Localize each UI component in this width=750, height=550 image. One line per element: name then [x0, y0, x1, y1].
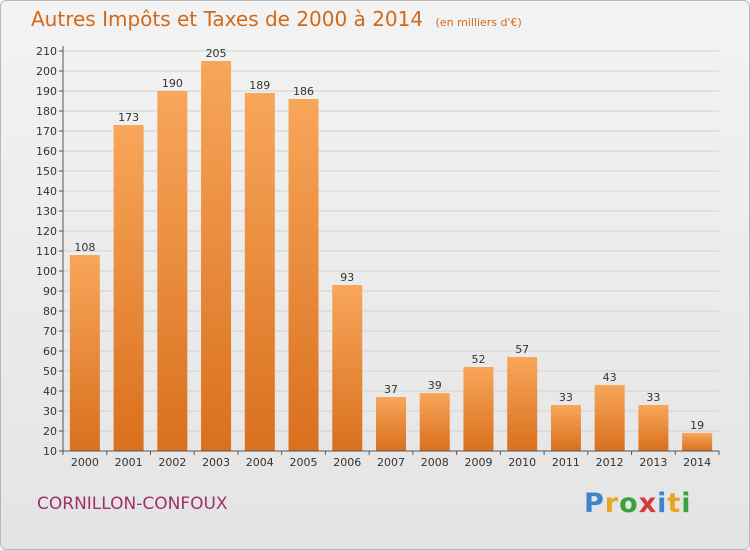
bar-2004: [244, 93, 275, 451]
y-tick-label: 200: [36, 65, 57, 78]
x-axis-ticks: 2000 2001 2002 2003 2004 2005 2006 2007 2008 2009…: [62, 451, 720, 469]
y-tick-label: 180: [36, 105, 57, 118]
y-tick-label: 190: [36, 85, 57, 98]
value-label-2014: 19: [690, 419, 704, 432]
y-tick-label: 10: [43, 445, 57, 458]
value-label-2009: 52: [471, 353, 485, 366]
x-tick-label-2008: 2008: [421, 456, 449, 469]
x-tick-label-2004: 2004: [246, 456, 274, 469]
x-tick-label-2006: 2006: [333, 456, 361, 469]
value-label-2003: 205: [206, 47, 227, 60]
value-label-2004: 189: [249, 79, 270, 92]
y-tick-label: 160: [36, 145, 57, 158]
y-tick-label: 170: [36, 125, 57, 138]
value-label-2010: 57: [515, 343, 529, 356]
bar-2001: [113, 125, 144, 451]
y-tick-label: 20: [43, 425, 57, 438]
logo-letter: t: [667, 488, 682, 519]
logo-letter: x: [638, 488, 658, 519]
logo-letter: i: [657, 488, 668, 519]
logo-letter: i: [681, 488, 692, 519]
bar-2009: [463, 367, 494, 451]
value-label-2012: 43: [603, 371, 617, 384]
y-tick-label: 120: [36, 225, 57, 238]
bar-2005: [288, 99, 319, 451]
y-tick-label: 210: [36, 45, 57, 58]
logo-letter: r: [604, 488, 620, 519]
value-label-2007: 37: [384, 383, 398, 396]
logo-letter: o: [619, 488, 639, 519]
y-tick-label: 100: [36, 265, 57, 278]
value-label-2013: 33: [646, 391, 660, 404]
value-label-2008: 39: [428, 379, 442, 392]
bar-2013: [638, 405, 669, 451]
y-tick-label: 90: [43, 285, 57, 298]
x-tick-label-2009: 2009: [464, 456, 492, 469]
commune-name: CORNILLON-CONFOUX: [37, 494, 228, 514]
bar-2003: [201, 61, 232, 451]
x-tick-label-2014: 2014: [683, 456, 711, 469]
bar-2011: [550, 405, 581, 451]
y-tick-label: 50: [43, 365, 57, 378]
y-tick-label: 30: [43, 405, 57, 418]
y-tick-label: 80: [43, 305, 57, 318]
bar-2012: [594, 385, 625, 451]
y-tick-label: 70: [43, 325, 57, 338]
x-tick-label-2011: 2011: [552, 456, 580, 469]
value-label-2001: 173: [118, 111, 139, 124]
bars: 108 173 190 205 189 186 93 37 39 52 57 33 43 33 19: [69, 47, 713, 451]
x-tick-label-2002: 2002: [158, 456, 186, 469]
logo-letter: P: [584, 488, 605, 519]
value-label-2002: 190: [162, 77, 183, 90]
y-tick-label: 60: [43, 345, 57, 358]
x-tick-label-2001: 2001: [115, 456, 143, 469]
chart-title-unit: (en milliers d'€): [436, 16, 522, 29]
bar-2014: [682, 433, 713, 451]
proxiti-logo[interactable]: Proxiti: [584, 488, 692, 519]
y-tick-label: 40: [43, 385, 57, 398]
bar-2000: [69, 255, 100, 451]
y-tick-label: 150: [36, 165, 57, 178]
value-label-2000: 108: [74, 241, 95, 254]
y-tick-label: 130: [36, 205, 57, 218]
y-tick-label: 140: [36, 185, 57, 198]
value-label-2011: 33: [559, 391, 573, 404]
x-tick-label-2012: 2012: [596, 456, 624, 469]
y-tick-label: 110: [36, 245, 57, 258]
bar-2007: [376, 397, 406, 451]
x-tick-label-2000: 2000: [71, 456, 99, 469]
x-tick-label-2007: 2007: [377, 456, 405, 469]
x-tick-label-2003: 2003: [202, 456, 230, 469]
chart-title-main: Autres Impôts et Taxes de 2000 à 2014: [31, 7, 423, 31]
x-tick-label-2005: 2005: [290, 456, 318, 469]
bar-2002: [157, 91, 188, 451]
bar-2006: [332, 285, 363, 451]
value-label-2005: 186: [293, 85, 314, 98]
bar-2010: [507, 357, 538, 451]
chart-title: Autres Impôts et Taxes de 2000 à 2014 (e…: [31, 7, 522, 31]
bar-2008: [419, 393, 450, 451]
value-label-2006: 93: [340, 271, 354, 284]
x-tick-label-2013: 2013: [639, 456, 667, 469]
y-axis-ticks: 10 20 30 40 50 60 70 80 90 100 110 120 130 140 150 160 1…: [36, 45, 63, 458]
x-tick-label-2010: 2010: [508, 456, 536, 469]
